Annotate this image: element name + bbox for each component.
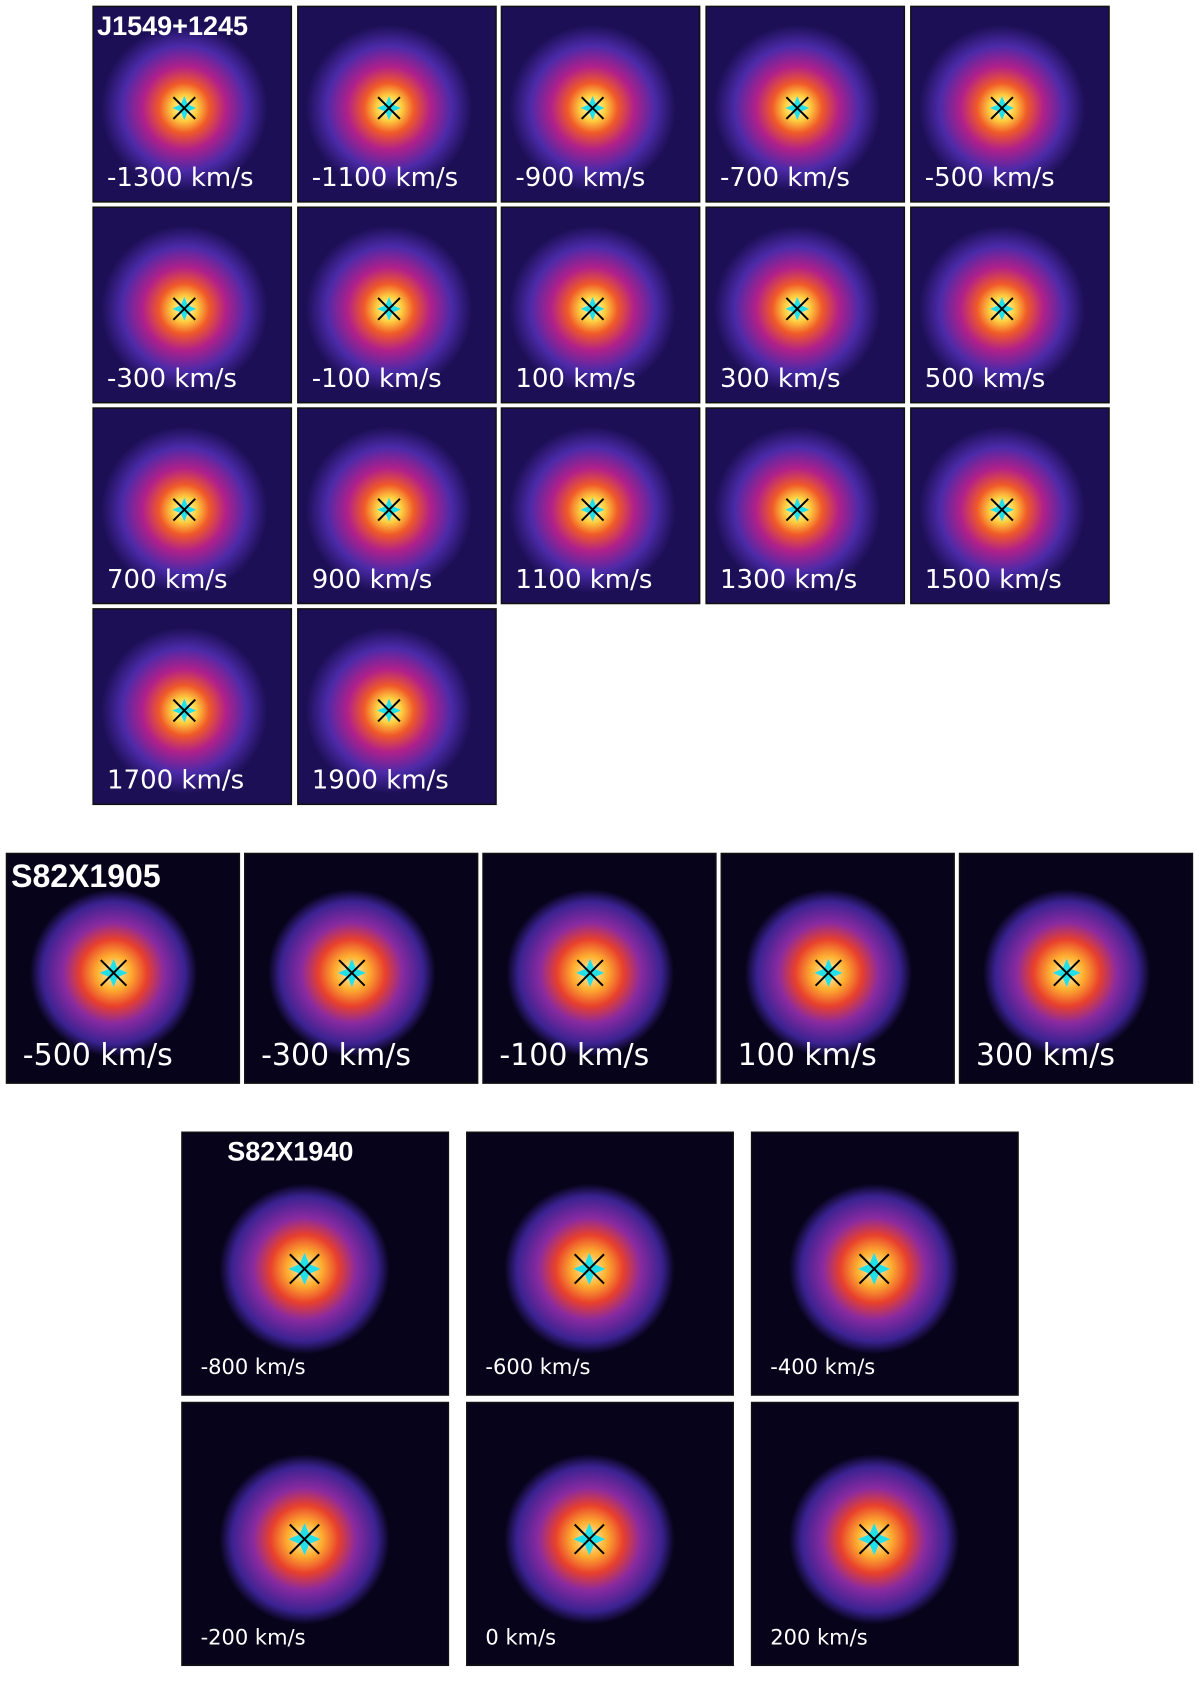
center-cross — [785, 498, 809, 522]
velocity-label: -100 km/s — [312, 364, 442, 394]
channel-map: 1900 km/s — [297, 608, 497, 806]
center-cross — [581, 498, 605, 522]
center-cross — [172, 96, 196, 120]
velocity-label: 1100 km/s — [515, 565, 652, 595]
velocity-label: -200 km/s — [201, 1625, 306, 1649]
channel-map: 0 km/s — [466, 1401, 734, 1667]
channel-map: 300 km/s — [958, 852, 1194, 1084]
center-cross — [858, 1253, 890, 1285]
channel-map: 200 km/s — [750, 1401, 1019, 1667]
channel-map: 1100 km/s — [500, 407, 701, 605]
center-cross — [377, 698, 401, 723]
velocity-label: -400 km/s — [770, 1355, 875, 1379]
channel-map: -1300 km/s J1549+1245 — [92, 5, 293, 203]
channel-map: -300 km/s — [244, 852, 479, 1084]
center-cross — [573, 1253, 605, 1285]
velocity-label: 300 km/s — [720, 364, 841, 394]
velocity-label: -300 km/s — [261, 1038, 411, 1073]
center-cross — [377, 96, 401, 120]
velocity-label: 100 km/s — [738, 1038, 877, 1073]
velocity-label: -100 km/s — [499, 1038, 649, 1073]
source-name: S82X1905 — [11, 858, 160, 894]
center-cross — [990, 498, 1014, 522]
panel-group: -1300 km/s J1549+1245 -1100 km/s -900 km/s -… — [92, 5, 1110, 806]
panel-group: -500 km/s S82X1905 -300 km/s -100 km/s 100 k… — [5, 852, 1194, 1084]
velocity-label: -800 km/s — [201, 1355, 306, 1379]
source-name: S82X1940 — [227, 1137, 353, 1167]
channel-map: -400 km/s — [750, 1131, 1019, 1396]
velocity-label: 1900 km/s — [312, 766, 449, 796]
center-cross — [172, 698, 196, 723]
velocity-label: 500 km/s — [925, 364, 1046, 394]
channel-map: 100 km/s — [500, 206, 701, 404]
center-cross — [338, 959, 366, 987]
velocity-label: 1500 km/s — [925, 565, 1062, 595]
channel-map: -600 km/s — [466, 1131, 734, 1396]
channel-map: -300 km/s — [92, 206, 293, 404]
velocity-label: -900 km/s — [515, 163, 645, 193]
velocity-label: -500 km/s — [925, 163, 1055, 193]
velocity-label: -1300 km/s — [107, 163, 254, 193]
center-cross — [581, 96, 605, 120]
center-cross — [990, 297, 1014, 321]
center-cross — [814, 959, 842, 987]
center-cross — [1053, 959, 1081, 987]
channel-map: -100 km/s — [297, 206, 497, 404]
channel-map: 100 km/s — [720, 852, 955, 1084]
velocity-label: 700 km/s — [107, 565, 228, 595]
velocity-label: 200 km/s — [770, 1625, 867, 1649]
channel-map: 1300 km/s — [705, 407, 906, 605]
channel-map: 300 km/s — [705, 206, 906, 404]
velocity-label: 100 km/s — [515, 364, 636, 394]
center-cross — [990, 96, 1014, 120]
panel-group: -800 km/s S82X1940 -600 km/s -400 km/s -200 … — [181, 1131, 1019, 1667]
center-cross — [377, 297, 401, 321]
channel-map: 500 km/s — [910, 206, 1110, 404]
channel-map: -100 km/s — [482, 852, 717, 1084]
velocity-label: 900 km/s — [312, 565, 433, 595]
center-cross — [377, 498, 401, 522]
velocity-label: 300 km/s — [976, 1038, 1115, 1073]
velocity-label: -1100 km/s — [312, 163, 459, 193]
center-cross — [289, 1523, 320, 1555]
channel-map: 1700 km/s — [92, 608, 293, 806]
channel-map: -1100 km/s — [297, 5, 497, 203]
velocity-label: 1700 km/s — [107, 766, 244, 796]
center-cross — [100, 959, 128, 987]
channel-map: -500 km/s — [910, 5, 1110, 203]
center-cross — [785, 297, 809, 321]
channel-map: -700 km/s — [705, 5, 906, 203]
velocity-label: -500 km/s — [23, 1038, 173, 1073]
center-cross — [785, 96, 809, 120]
velocity-label: -300 km/s — [107, 364, 237, 394]
channel-map: 900 km/s — [297, 407, 497, 605]
center-cross — [172, 297, 196, 321]
source-name: J1549+1245 — [97, 11, 248, 41]
center-cross — [172, 498, 196, 522]
channel-map: -900 km/s — [500, 5, 701, 203]
velocity-label: 1300 km/s — [720, 565, 857, 595]
center-cross — [289, 1253, 320, 1285]
center-cross — [581, 297, 605, 321]
velocity-label: -700 km/s — [720, 163, 850, 193]
velocity-label: 0 km/s — [485, 1625, 556, 1649]
velocity-label: -600 km/s — [485, 1355, 590, 1379]
center-cross — [858, 1523, 890, 1555]
channel-map: -200 km/s — [181, 1401, 450, 1667]
channel-map: 700 km/s — [92, 407, 293, 605]
channel-map: -800 km/s S82X1940 — [181, 1131, 450, 1396]
channel-map: -500 km/s S82X1905 — [5, 852, 241, 1084]
center-cross — [576, 959, 604, 987]
center-cross — [573, 1523, 605, 1555]
channel-map: 1500 km/s — [910, 407, 1110, 605]
